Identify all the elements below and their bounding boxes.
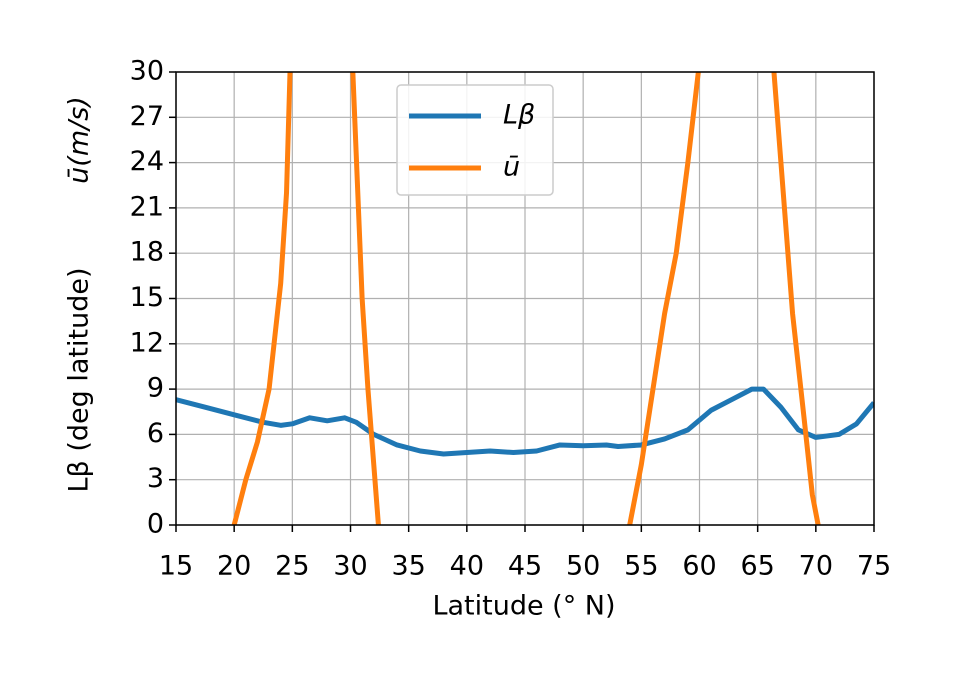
x-tick-label: 70 — [799, 551, 833, 582]
y-tick-label: 9 — [147, 373, 164, 404]
y-tick-label: 18 — [130, 237, 164, 268]
x-tick-label: 65 — [740, 551, 774, 582]
y-tick-label: 27 — [130, 101, 164, 132]
y-tick-label: 15 — [130, 282, 164, 313]
y-tick-label: 0 — [147, 509, 164, 540]
y-axis-label: ū(m/s) — [64, 96, 95, 184]
y-tick-label: 21 — [130, 191, 164, 222]
legend-label: ū — [503, 152, 520, 183]
x-tick-label: 35 — [391, 551, 425, 582]
x-tick-label: 20 — [217, 551, 251, 582]
data-line — [176, 386, 874, 457]
x-tick-label: 40 — [450, 551, 484, 582]
x-tick-label: 60 — [682, 551, 716, 582]
data-line — [231, 72, 821, 525]
y-tick-label: 12 — [130, 327, 164, 358]
y-tick-label: 3 — [147, 463, 164, 494]
x-tick-label: 50 — [566, 551, 600, 582]
y-tick-label: 24 — [130, 146, 164, 177]
x-tick-label: 25 — [275, 551, 309, 582]
legend-label: Lβ — [503, 100, 535, 131]
y-axis-label: Lβ (deg latitude) — [64, 268, 95, 493]
x-tick-label: 45 — [508, 551, 542, 582]
y-tick-label: 30 — [130, 56, 164, 87]
x-tick-label: 15 — [159, 551, 193, 582]
x-tick-label: 75 — [857, 551, 891, 582]
x-tick-label: 30 — [333, 551, 367, 582]
x-tick-label: 55 — [624, 551, 658, 582]
x-axis-label: Latitude (° N) — [432, 591, 615, 622]
plot-frame — [175, 71, 875, 526]
y-tick-label: 6 — [147, 418, 164, 449]
